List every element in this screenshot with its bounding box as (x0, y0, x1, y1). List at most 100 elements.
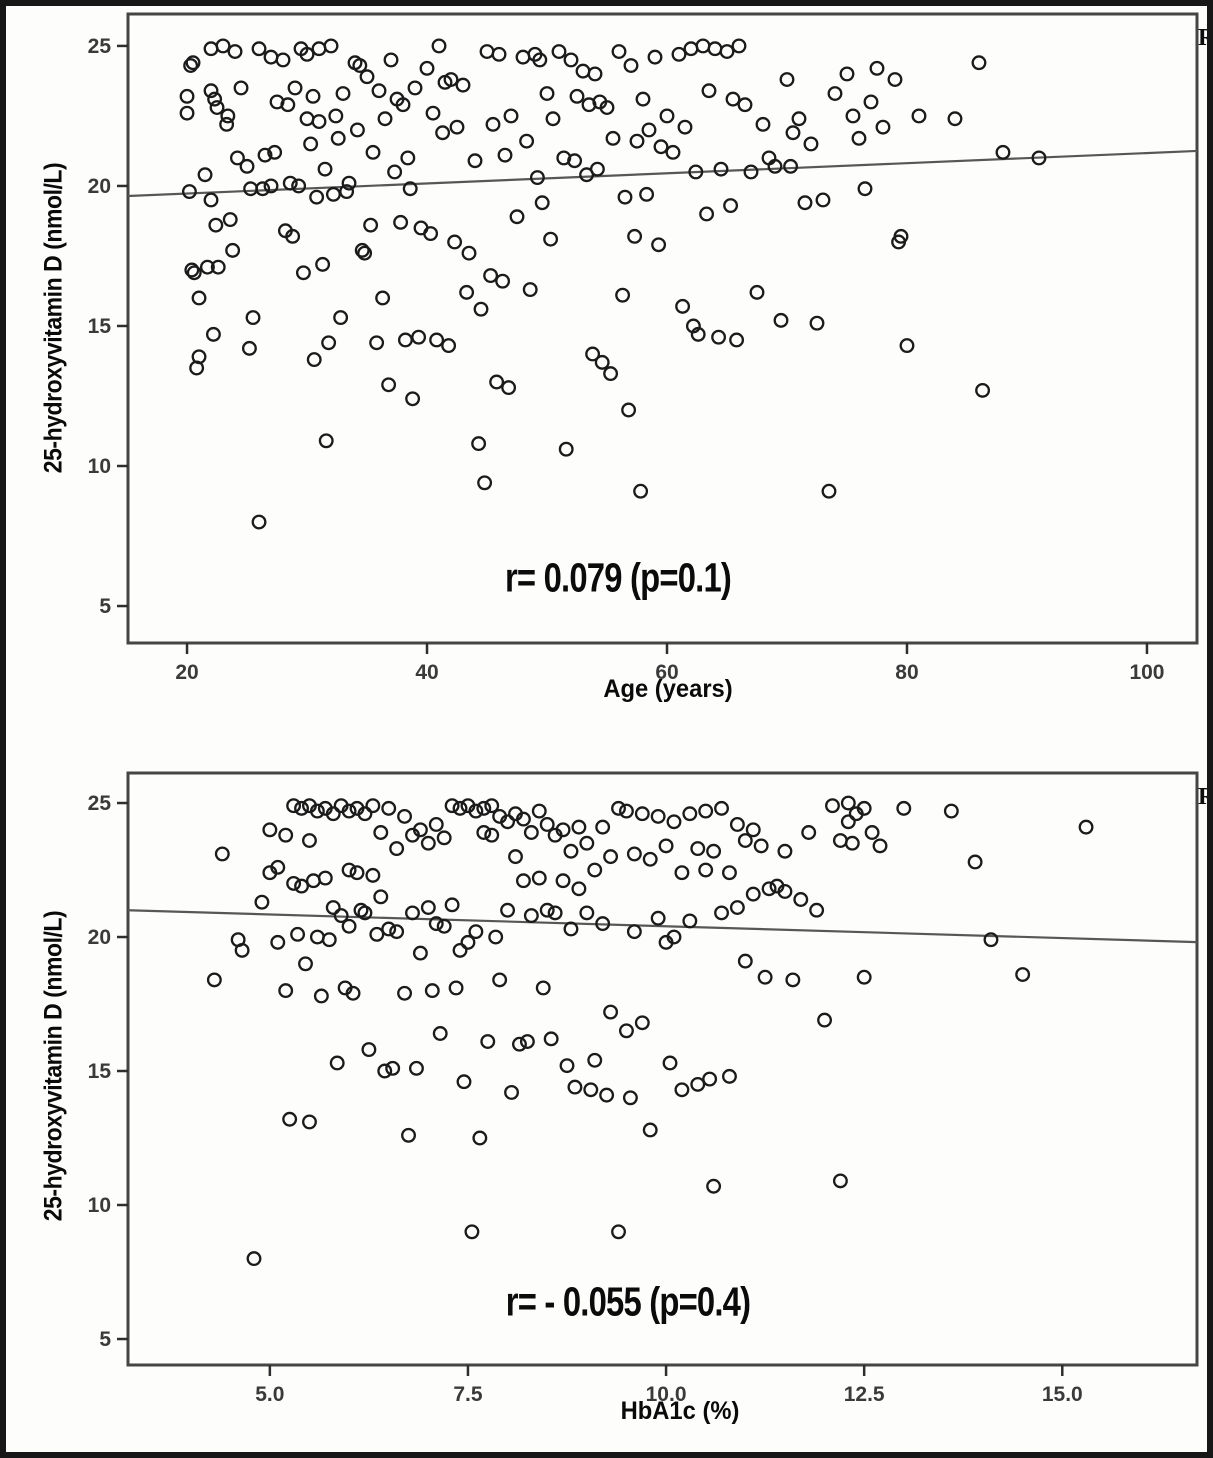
scatter-point (623, 58, 639, 73)
scatter-point (508, 849, 523, 865)
scatter-point (309, 189, 325, 205)
scatter-point (583, 1082, 599, 1098)
scatter-point (531, 870, 547, 886)
scatter-point (857, 181, 873, 197)
scatter-point (461, 245, 477, 261)
scatter-point (435, 125, 451, 141)
scatter-point (641, 122, 657, 138)
scatter-point (611, 800, 626, 816)
scatter-point (659, 108, 675, 124)
scatter-point (291, 178, 307, 194)
scatter-point (181, 184, 197, 200)
scatter-point (653, 139, 669, 155)
scatter-point (208, 217, 224, 233)
scatter-point (476, 825, 492, 840)
scatter-point (401, 1127, 416, 1143)
scatter-point (856, 969, 872, 985)
scatter-point (785, 972, 801, 988)
scatter-point (674, 865, 690, 881)
scatter-point (444, 798, 460, 814)
scatter-point (313, 988, 329, 1004)
scatter-point (793, 892, 809, 907)
scatter-point (428, 817, 444, 832)
scatter-point (723, 198, 739, 214)
scatter-point (621, 402, 637, 418)
scatter-point (286, 875, 302, 891)
scatter-point (587, 862, 603, 878)
scatter-point (539, 817, 555, 832)
scatter-point (275, 52, 291, 68)
scatter-point (713, 161, 729, 177)
scatter-point (719, 44, 735, 59)
scatter-point (484, 827, 500, 843)
y-axis-label-top-chart: 25-hydroxyvitamin D (nmol/L) (39, 162, 68, 474)
scatter-point (407, 80, 423, 96)
scatter-point (618, 803, 634, 819)
scatter-point (357, 905, 373, 921)
scatter-point (328, 108, 344, 124)
scatter-point (595, 819, 611, 835)
scatter-point (365, 798, 381, 814)
scatter-point (1031, 150, 1047, 166)
scatter-point (863, 94, 879, 110)
scatter-point (471, 436, 487, 452)
scatter-point (477, 475, 493, 491)
x-axis-label-bottom-chart: HbA1c (%) (620, 1397, 740, 1425)
scatter-point (449, 119, 465, 135)
scatter-point (825, 798, 840, 814)
scatter-point (199, 259, 215, 275)
scatter-point (263, 49, 279, 65)
scatter-point (698, 862, 714, 878)
scatter-point (603, 366, 619, 382)
scatter-point (456, 1074, 472, 1090)
scatter-point (290, 926, 306, 942)
scatter-point (767, 158, 783, 174)
scatter-point (357, 245, 373, 261)
scatter-point (377, 111, 393, 127)
scatter-point (219, 116, 235, 132)
scatter-point (311, 114, 327, 129)
scatter-point (731, 38, 747, 54)
scatter-point (425, 105, 441, 121)
scatter-point (519, 1034, 535, 1049)
clipped-corner-r-text: R (1198, 784, 1213, 810)
scatter-point (629, 133, 645, 149)
scatter-point (635, 91, 651, 107)
scatter-point (339, 184, 355, 200)
scatter-point (278, 983, 294, 999)
scatter-point (452, 942, 468, 958)
scatter-point (287, 80, 303, 96)
scatter-point (671, 46, 687, 62)
scatter-point (682, 913, 698, 929)
scatter-point (341, 862, 357, 878)
scatter-point (599, 1087, 615, 1103)
scatter-point (539, 902, 555, 918)
scatter-point (821, 483, 837, 499)
scatter-point (975, 382, 991, 398)
scatter-point (239, 158, 255, 174)
scatter-point (605, 130, 621, 146)
scatter-point (282, 175, 298, 191)
scatter-point (551, 44, 567, 59)
scatter-point (529, 170, 545, 186)
scatter-point (512, 1036, 527, 1052)
x-tick-label: 5.0 (255, 1383, 284, 1406)
scatter-point (365, 144, 381, 160)
scatter-point (389, 841, 405, 857)
scatter-point (402, 181, 418, 197)
scatter-point (325, 186, 341, 202)
scatter-point (428, 916, 444, 932)
scatter-point (412, 822, 428, 838)
scatter-point (500, 814, 516, 830)
scatter-point (495, 273, 511, 289)
scatter-point (383, 52, 399, 68)
scatter-point (585, 346, 601, 362)
scatter-point (563, 921, 579, 937)
scatter-point (815, 192, 831, 208)
scatter-point (317, 161, 333, 177)
y-tick-label: 20 (88, 926, 111, 949)
scatter-point (424, 983, 440, 999)
scatter-point (642, 1122, 658, 1138)
scatter-point (267, 144, 283, 160)
